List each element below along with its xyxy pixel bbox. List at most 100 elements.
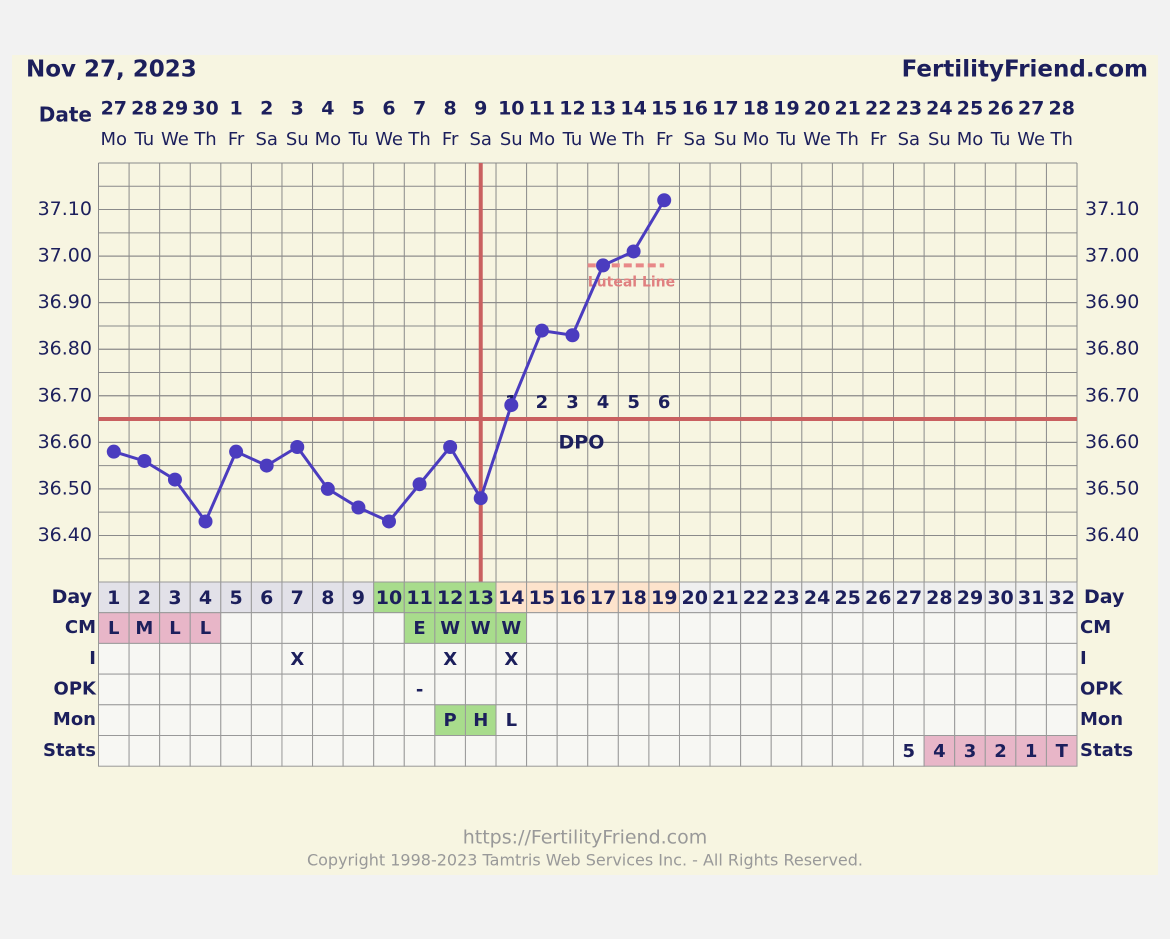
cell-text: 3	[964, 741, 977, 762]
day-cell	[770, 581, 803, 614]
row-label: Day	[52, 586, 93, 608]
date-number: 27	[1018, 98, 1044, 120]
date-number: 28	[1048, 98, 1074, 120]
cell-text: X	[504, 649, 518, 670]
table-cell	[801, 704, 833, 736]
table-cell	[740, 612, 772, 644]
table-cell	[464, 735, 497, 767]
day-cell	[128, 581, 161, 614]
table-cell	[128, 612, 161, 644]
table-cell	[648, 642, 680, 675]
table-cell	[250, 612, 283, 644]
table-cell	[312, 642, 344, 675]
dpo-number: 4	[597, 392, 610, 413]
table-cell	[250, 673, 283, 706]
table-cell	[678, 612, 711, 644]
table-cell	[281, 704, 314, 736]
date-number: 6	[382, 98, 395, 120]
cell-text: 1	[1025, 741, 1038, 762]
y-tick-label-right: 36.70	[1085, 384, 1139, 406]
day-cell	[923, 581, 956, 614]
weekday: Su	[928, 129, 951, 150]
table-cell	[770, 612, 803, 644]
cell-text: W	[501, 618, 521, 639]
table-cell	[709, 642, 742, 675]
table-cell	[1015, 642, 1047, 675]
day-number: 10	[376, 587, 402, 609]
table-cell	[159, 704, 191, 736]
y-tick-label-right: 36.60	[1085, 431, 1139, 453]
table-cell	[709, 612, 742, 644]
row-label-right: I	[1080, 648, 1087, 669]
table-cell	[587, 612, 619, 644]
table-cell	[526, 735, 558, 767]
day-cell	[984, 581, 1017, 614]
table-cell	[648, 704, 680, 736]
date-number: 28	[131, 98, 157, 120]
date-number: 3	[291, 98, 304, 120]
date-number: 17	[712, 98, 738, 120]
date-number: 11	[529, 98, 555, 120]
cell-text: 4	[933, 741, 946, 762]
day-number: 22	[743, 587, 769, 609]
weekday: Mo	[101, 129, 128, 150]
day-number: 15	[529, 587, 555, 609]
date-number: 1	[229, 98, 242, 120]
table-cell	[1045, 704, 1078, 736]
table-cell	[862, 704, 895, 736]
table-cell	[770, 673, 803, 706]
date-number: 13	[590, 98, 616, 120]
y-tick-label-right: 36.90	[1085, 291, 1139, 313]
table-cell	[220, 642, 252, 675]
cell-text: H	[473, 710, 488, 731]
table-cell	[189, 735, 222, 767]
temperature-point	[229, 444, 244, 459]
table-cell	[740, 642, 772, 675]
table-cell	[342, 673, 375, 706]
weekday: Tu	[562, 129, 583, 150]
table-cell	[495, 673, 528, 706]
weekday: Mo	[743, 129, 770, 150]
table-cell	[923, 642, 956, 675]
table-cell	[831, 704, 864, 736]
table-cell	[709, 735, 742, 767]
weekday: Sa	[898, 129, 920, 150]
weekday: Fr	[442, 129, 459, 150]
table-cell	[281, 612, 314, 644]
cell-text: 5	[903, 741, 916, 762]
day-cell	[98, 581, 130, 614]
table-cell	[464, 704, 497, 736]
table-cell	[678, 704, 711, 736]
table-cell	[373, 612, 405, 644]
table-cell	[434, 642, 466, 675]
table-cell	[801, 642, 833, 675]
table-cell	[556, 642, 589, 675]
day-number: 2	[138, 587, 151, 609]
cell-text: -	[416, 679, 423, 700]
weekday: Tu	[134, 129, 155, 150]
row-label-right: Day	[1084, 586, 1125, 608]
table-cell	[893, 704, 925, 736]
table-cell	[893, 673, 925, 706]
y-tick-label-right: 37.10	[1085, 198, 1139, 220]
table-cell	[312, 612, 344, 644]
weekday: Tu	[348, 129, 369, 150]
table-cell	[862, 642, 895, 675]
cell-text: W	[471, 618, 491, 639]
table-cell	[312, 735, 344, 767]
day-number: 8	[321, 587, 334, 609]
table-cell	[893, 642, 925, 675]
date-number: 16	[682, 98, 708, 120]
y-tick-label: 37.00	[38, 245, 92, 267]
table-cell	[587, 704, 619, 736]
date-number: 15	[651, 98, 677, 120]
day-number: 23	[773, 587, 799, 609]
table-cell	[617, 735, 650, 767]
table-cell	[373, 673, 405, 706]
weekday: Sa	[684, 129, 706, 150]
table-cell	[434, 612, 466, 644]
table-cell	[556, 704, 589, 736]
weekday: We	[375, 129, 403, 150]
table-cell	[526, 642, 558, 675]
table-cell	[1015, 612, 1047, 644]
